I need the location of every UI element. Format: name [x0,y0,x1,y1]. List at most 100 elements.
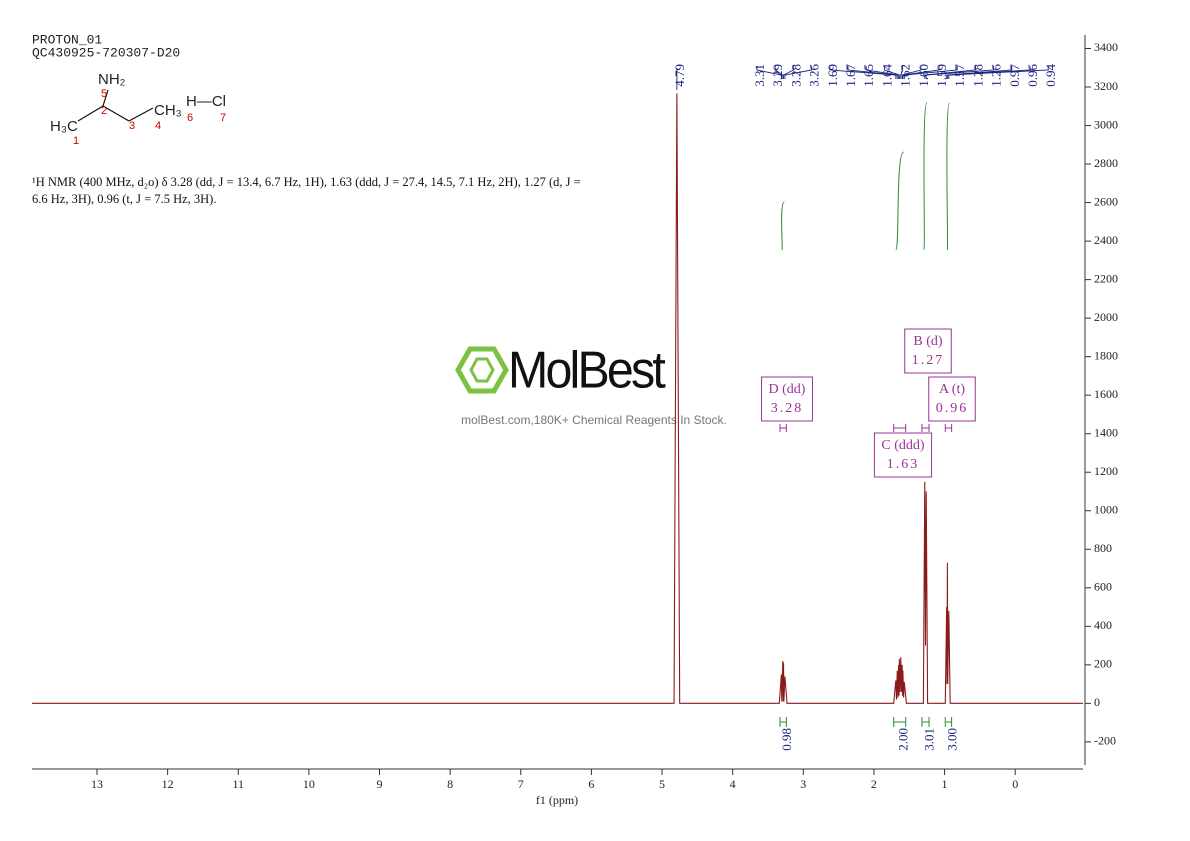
atom-number: 3 [129,120,135,132]
peak-leader [946,66,1013,79]
y-tick-label: 1000 [1094,503,1118,517]
atom-group: H₃C [50,118,78,135]
peak-label: 1.65 [861,64,876,87]
peak-label: 1.59 [934,64,949,87]
y-tick-label: 2400 [1094,233,1118,247]
peak-leader [883,66,900,79]
y-tick-label: 600 [1094,580,1112,594]
peak-label: 1.28 [970,64,985,87]
peak-leader [900,66,904,79]
y-tick-label: 200 [1094,657,1112,671]
integral-curve [923,102,928,251]
bond [77,105,104,122]
peak-label: 1.64 [879,64,894,87]
watermark-tagline: molBest.com,180K+ Chemical Reagents In S… [461,413,727,427]
multiplet-shift: 1.63 [887,457,920,472]
peak-label: 0.94 [1043,64,1058,87]
description: ¹H NMR (400 MHz, d₂o) δ 3.28 (dd, J = 13… [32,175,581,206]
atom-number: 5 [101,88,107,100]
multiplet-bracket [944,424,953,432]
peak-leader [865,66,900,79]
peak-label: 1.60 [916,64,931,87]
x-tick-label: 11 [232,777,244,791]
peak-label: 1.69 [825,64,840,87]
peak-label: 3.31 [752,64,767,87]
peak-leader [948,66,1049,79]
multiplet-name: C (ddd) [881,438,925,453]
multiplet-bracket [779,424,787,432]
peak-leader [925,66,995,79]
multiplet-box [904,328,952,374]
watermark-logo [455,346,509,394]
integral-curve [895,151,905,251]
multiplet-box [761,376,813,422]
y-tick-label: 400 [1094,618,1112,632]
molecule [77,89,154,122]
x-tick-label: 8 [447,777,453,791]
bond [128,107,154,122]
multiplet-shift: 1.27 [912,353,945,368]
peak-label: 4.79 [672,64,687,87]
atom-group: H—Cl [186,93,226,110]
peak-leader [774,66,784,79]
x-tick-label: 2 [871,777,877,791]
integral-label: 3.01 [921,728,936,751]
peak-leader [847,66,898,79]
peak-leader [784,66,813,79]
atom-number: 7 [220,112,226,124]
y-tick-label: 2600 [1094,194,1118,208]
peak-label: 3.26 [807,64,822,87]
x-tick-label: 13 [91,777,103,791]
multiplet-bracket [921,424,930,432]
y-tick-label: 0 [1094,695,1100,709]
y-tick-label: 1200 [1094,464,1118,478]
integral-bracket [944,717,953,727]
x-tick-label: 12 [162,777,174,791]
x-tick-label: 9 [377,777,383,791]
bond [102,89,109,107]
peak-leader [901,66,922,79]
multiplet-name: B (d) [913,334,943,349]
integral-label: 2.00 [896,728,911,751]
integral-bracket [893,717,907,727]
x-tick-label: 6 [588,777,594,791]
multiplet-name: A (t) [939,382,965,397]
multiplet-bracket [893,424,907,432]
atom-number: 6 [187,112,193,124]
spectrum-line [32,93,1083,704]
y-tick-label: 3400 [1094,40,1118,54]
peak-label: 0.96 [1025,64,1040,87]
peak-leader [903,66,958,79]
y-tick-label: 1600 [1094,387,1118,401]
integral-bracket [921,717,930,727]
atom-number: 1 [73,135,79,147]
atom-group: NH₂ [98,71,126,88]
peak-label: 3.29 [770,64,785,87]
integral-label: 3.00 [944,728,959,751]
watermark-brand: MolBest [508,342,666,400]
integral-bracket [779,717,787,727]
x-tick-label: 10 [303,777,315,791]
multiplet-box [873,432,933,478]
peak-leader [902,66,940,79]
integral-curve [946,102,951,251]
peak-label: 1.67 [843,64,858,87]
x-tick-label: 5 [659,777,665,791]
multiplet-shift: 0.96 [936,401,969,416]
multiplet-name: D (dd) [769,382,806,397]
y-tick-label: 800 [1094,541,1112,555]
y-tick-label: 2200 [1094,271,1118,285]
peak-label: 1.26 [989,64,1004,87]
peak-leader [829,66,897,79]
y-tick-label: 2000 [1094,310,1118,324]
peak-label: 0.97 [1007,64,1022,87]
x-tick-label: 3 [800,777,806,791]
bond [102,105,130,122]
integral-label: 0.98 [779,728,794,751]
y-tick-label: 1400 [1094,425,1118,439]
y-tick-label: 3000 [1094,117,1118,131]
header-line: QC430925-720307-D20 [32,45,180,60]
multiplet-shift: 3.28 [771,401,804,416]
x-tick-label: 7 [518,777,524,791]
